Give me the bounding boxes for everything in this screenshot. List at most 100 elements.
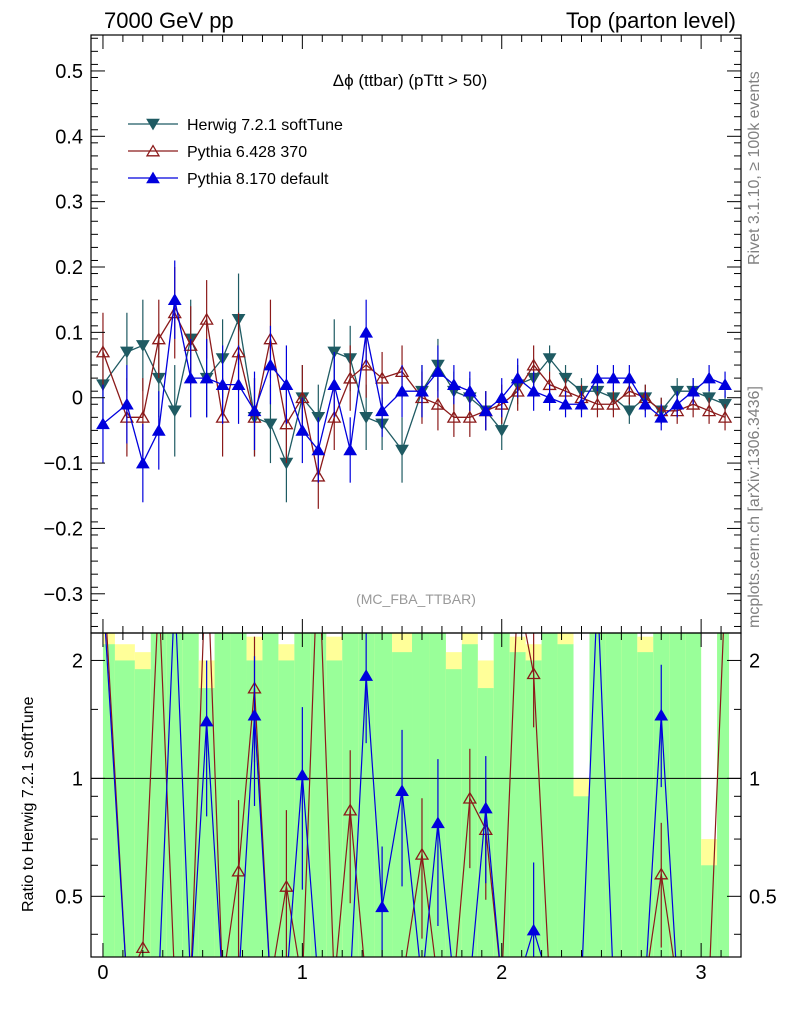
ratio-point <box>526 923 541 936</box>
band-green <box>358 633 375 957</box>
data-point <box>431 365 445 377</box>
band-green <box>573 796 590 957</box>
band-green <box>278 660 295 957</box>
band-green <box>166 633 183 957</box>
ratio-ytick-label-right: 0.5 <box>749 886 777 908</box>
data-point <box>446 410 462 423</box>
data-point <box>279 378 294 390</box>
band-green <box>685 633 702 957</box>
data-point <box>526 384 541 397</box>
ratio-point <box>199 714 214 727</box>
data-point <box>295 424 310 436</box>
ytick-label: −0.1 <box>44 453 83 475</box>
ytick-label: 0.4 <box>55 126 83 148</box>
data-point <box>343 443 358 456</box>
data-point <box>510 371 525 384</box>
data-point <box>462 384 477 397</box>
data-point <box>231 378 246 390</box>
band-green <box>310 633 327 957</box>
data-point <box>606 371 621 384</box>
band-green <box>621 633 638 957</box>
band-green <box>150 633 167 957</box>
ratio-point <box>654 708 669 721</box>
band-green <box>262 633 279 957</box>
ratio-series <box>91 633 741 957</box>
band-green <box>198 688 215 957</box>
data-point <box>718 378 732 390</box>
data-point <box>622 405 637 418</box>
band-green <box>182 633 199 957</box>
ratio-ytick-label: 1 <box>72 768 83 790</box>
data-point <box>263 358 278 371</box>
ratio-bands <box>102 633 730 957</box>
legend-marker <box>146 118 160 131</box>
data-point <box>120 397 134 410</box>
data-point <box>574 397 589 410</box>
data-point <box>590 371 605 384</box>
series-line-1 <box>102 311 726 477</box>
data-point <box>395 444 409 457</box>
data-point <box>95 345 111 358</box>
data-point <box>558 397 573 410</box>
data-point <box>494 391 509 404</box>
data-point <box>606 397 621 410</box>
band-green <box>326 660 343 957</box>
data-point <box>375 404 389 417</box>
xtick-label: 2 <box>496 962 507 984</box>
data-point <box>415 384 429 397</box>
data-point <box>343 371 358 384</box>
data-point <box>151 424 166 436</box>
band-green <box>114 660 135 957</box>
data-point <box>247 404 262 417</box>
legend: Herwig 7.2.1 softTune Pythia 6.428 370 Pyt… <box>128 117 343 188</box>
xtick-label: 0 <box>97 962 108 984</box>
data-point <box>702 371 716 384</box>
data-point <box>199 371 214 384</box>
xtick-label: 1 <box>297 962 308 984</box>
data-point <box>526 358 541 371</box>
band-green <box>637 652 654 957</box>
ratio-point <box>654 867 669 880</box>
data-point <box>638 397 653 410</box>
ratio-point <box>395 784 409 797</box>
ratio-ytick-label-right: 2 <box>749 650 760 672</box>
data-point <box>135 340 150 352</box>
data-point <box>167 293 182 305</box>
ratio-point <box>431 816 445 829</box>
legend-marker <box>146 171 160 184</box>
ratio-point <box>247 708 262 721</box>
ratio-point <box>295 768 310 781</box>
band-green <box>701 865 718 957</box>
data-point <box>701 404 717 417</box>
data-point <box>670 397 685 410</box>
data-point <box>359 358 374 371</box>
data-point <box>135 456 150 469</box>
ratio-frame <box>90 632 742 958</box>
band-green <box>412 633 430 957</box>
data-point <box>542 391 557 404</box>
data-point <box>151 332 166 345</box>
legend-label: Herwig 7.2.1 softTune <box>187 117 343 134</box>
data-point <box>279 417 294 430</box>
ratio-point <box>231 864 246 877</box>
data-point <box>327 410 342 423</box>
band-green <box>509 652 526 957</box>
ratio-line-pythia8 <box>104 633 677 957</box>
ytick-label: −0.2 <box>44 518 83 540</box>
ratio-point <box>462 791 477 804</box>
ratio-point <box>478 801 493 814</box>
data-point <box>395 384 409 397</box>
header-left: 7000 GeV pp <box>104 8 234 33</box>
data-point <box>654 410 669 423</box>
data-point <box>622 384 637 397</box>
axes: −0.3 −0.2 −0.1 0 0.1 0.2 0.3 0.4 0.5 0 1 2 3 0.5 0.5 1 1… <box>44 34 777 984</box>
data-point <box>183 371 198 384</box>
data-point <box>686 397 701 410</box>
legend-label: Pythia 6.428 370 <box>187 144 307 161</box>
band-green <box>557 644 574 957</box>
band-green <box>214 633 231 957</box>
band-green <box>589 633 606 957</box>
ytick-label: −0.3 <box>44 584 83 606</box>
band-green <box>541 633 558 957</box>
data-point <box>494 425 509 437</box>
